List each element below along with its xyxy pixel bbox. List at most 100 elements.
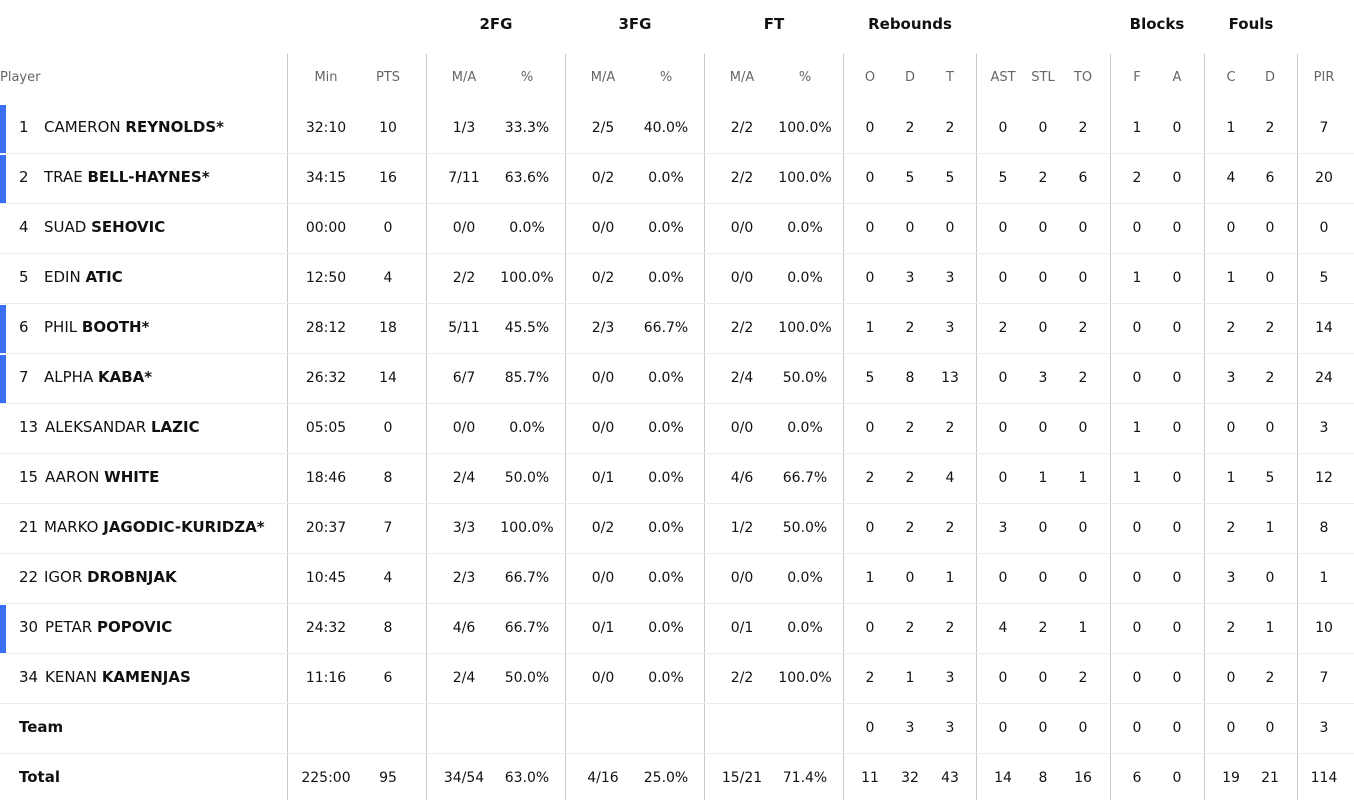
column-header-2fg-pct[interactable]: %: [520, 70, 534, 85]
stat-blk-a: 0: [1172, 720, 1182, 736]
column-divider: [287, 54, 288, 800]
player-row[interactable]: 4 SUAD SEHOVIC 00:00 0 0/0 0.0% 0/0 0.0% 0/0 0.0%…: [0, 204, 1354, 254]
stat-3fg-ma: 0/0: [591, 370, 615, 386]
stat-foul-c: 0: [1226, 720, 1236, 736]
column-header-ft-pct[interactable]: %: [798, 70, 812, 85]
stat-ast: 0: [998, 720, 1008, 736]
player-name[interactable]: IGOR DROBNJAK: [44, 568, 177, 586]
stat-blk-f: 1: [1132, 120, 1142, 136]
stat-blk-f: 0: [1132, 370, 1142, 386]
player-row[interactable]: 5 EDIN ATIC 12:50 4 2/2 100.0% 0/2 0.0% 0/0 0.0% 0…: [0, 254, 1354, 304]
stat-2fg-ma: [434, 720, 494, 738]
group-header-3fg: 3FG: [618, 15, 652, 33]
column-header-reb-o[interactable]: O: [864, 70, 876, 85]
column-header-2fg-ma[interactable]: M/A: [451, 70, 477, 85]
stat-reb-o: 5: [865, 370, 875, 386]
stat-ft-ma: 15/21: [721, 770, 763, 786]
column-header-pir[interactable]: PIR: [1313, 70, 1335, 85]
player-name[interactable]: ALEKSANDAR LAZIC: [45, 418, 200, 436]
stat-reb-t: 2: [945, 420, 955, 436]
column-header-pts[interactable]: PTS: [375, 70, 401, 85]
column-header-ft-ma[interactable]: M/A: [729, 70, 755, 85]
player-row[interactable]: 13 ALEKSANDAR LAZIC 05:05 0 0/0 0.0% 0/0 0.0% 0/…: [0, 404, 1354, 454]
stat-2fg-ma: 2/4: [452, 470, 476, 486]
column-header-stl[interactable]: STL: [1031, 70, 1055, 85]
stat-blk-a: 0: [1172, 320, 1182, 336]
player-row[interactable]: 34 KENAN KAMENJAS 11:16 6 2/4 50.0% 0/0 0.0% 2/2…: [0, 654, 1354, 704]
stat-reb-o: 0: [865, 620, 875, 636]
player-name[interactable]: PHIL BOOTH*: [44, 318, 149, 336]
column-header-ast[interactable]: AST: [990, 70, 1016, 85]
column-header-reb-d[interactable]: D: [904, 70, 915, 85]
stat-reb-d: 1: [905, 670, 915, 686]
stat-ft-ma: 0/0: [730, 420, 754, 436]
player-first-name: PHIL: [44, 318, 78, 336]
stat-min: 05:05: [305, 420, 347, 436]
player-first-name: SUAD: [44, 218, 87, 236]
stat-3fg-pct: 0.0%: [648, 670, 684, 686]
stat-3fg-pct: 0.0%: [648, 270, 684, 286]
stat-reb-t: 4: [945, 470, 955, 486]
stat-ft-pct: 0.0%: [787, 270, 823, 286]
stat-foul-d: 2: [1265, 320, 1275, 336]
stat-pir: 12: [1315, 470, 1333, 486]
player-name[interactable]: SUAD SEHOVIC: [44, 218, 165, 236]
column-header-to[interactable]: TO: [1073, 70, 1093, 85]
stat-reb-o: 0: [865, 520, 875, 536]
player-last-name: JAGODIC-KURIDZA*: [103, 518, 265, 536]
player-name[interactable]: MARKO JAGODIC-KURIDZA*: [44, 518, 265, 536]
column-header-3fg-ma[interactable]: M/A: [590, 70, 616, 85]
player-row[interactable]: 30 PETAR POPOVIC 24:32 8 4/6 66.7% 0/1 0.0% 0/1 0…: [0, 604, 1354, 654]
column-header-blk-f[interactable]: F: [1133, 70, 1141, 85]
player-name[interactable]: AARON WHITE: [45, 468, 159, 486]
column-divider: [565, 54, 566, 800]
stat-foul-d: 5: [1265, 470, 1275, 486]
starter-indicator: [0, 355, 6, 403]
column-header-blk-a[interactable]: A: [1172, 70, 1182, 85]
column-header-foul-c[interactable]: C: [1226, 70, 1236, 85]
stat-3fg-ma: [573, 720, 633, 738]
stat-foul-c: 3: [1226, 370, 1236, 386]
player-row[interactable]: 21 MARKO JAGODIC-KURIDZA* 20:37 7 3/3 100.0% 0…: [0, 504, 1354, 554]
stat-reb-d: 3: [905, 720, 915, 736]
column-header-reb-t[interactable]: T: [946, 70, 954, 85]
player-row[interactable]: 2 TRAE BELL-HAYNES* 34:15 16 7/11 63.6% 0/2 0.0…: [0, 154, 1354, 204]
stat-reb-d: 0: [905, 570, 915, 586]
stat-blk-a: 0: [1172, 770, 1182, 786]
player-name[interactable]: PETAR POPOVIC: [45, 618, 172, 636]
stat-reb-o: 0: [865, 120, 875, 136]
player-name[interactable]: ALPHA KABA*: [44, 368, 152, 386]
player-row[interactable]: 1 CAMERON REYNOLDS* 32:10 10 1/3 33.3% 2/5 40.0…: [0, 104, 1354, 154]
stat-2fg-ma: 2/3: [452, 570, 476, 586]
column-header-3fg-pct[interactable]: %: [659, 70, 673, 85]
stat-ast: 0: [998, 220, 1008, 236]
stat-foul-c: 19: [1222, 770, 1240, 786]
player-name[interactable]: TRAE BELL-HAYNES*: [44, 168, 210, 186]
total-row: Total 225:00 95 34/54 63.0% 4/16 25.0% 15/21 71.…: [0, 754, 1354, 804]
stat-3fg-ma: 0/2: [591, 270, 615, 286]
stat-pir: 8: [1319, 520, 1329, 536]
stat-foul-d: 2: [1265, 670, 1275, 686]
player-row[interactable]: 6 PHIL BOOTH* 28:12 18 5/11 45.5% 2/3 66.7% 2/2 1…: [0, 304, 1354, 354]
player-name[interactable]: EDIN ATIC: [44, 268, 123, 286]
stat-pts: 14: [379, 370, 397, 386]
player-name[interactable]: CAMERON REYNOLDS*: [44, 118, 224, 136]
player-row[interactable]: 15 AARON WHITE 18:46 8 2/4 50.0% 0/1 0.0% 4/6 66.…: [0, 454, 1354, 504]
stat-reb-d: 2: [905, 320, 915, 336]
player-first-name: CAMERON: [44, 118, 121, 136]
player-row[interactable]: 7 ALPHA KABA* 26:32 14 6/7 85.7% 0/0 0.0% 2/4 50.…: [0, 354, 1354, 404]
player-name[interactable]: KENAN KAMENJAS: [45, 668, 191, 686]
stat-min: 20:37: [305, 520, 347, 536]
stat-ft-pct: [775, 720, 835, 738]
stat-to: 1: [1078, 470, 1088, 486]
stat-2fg-pct: 100.0%: [500, 520, 554, 536]
player-number: 7: [19, 368, 29, 386]
stat-ft-pct: 50.0%: [782, 520, 828, 536]
player-row[interactable]: 22 IGOR DROBNJAK 10:45 4 2/3 66.7% 0/0 0.0% 0/0 0…: [0, 554, 1354, 604]
player-last-name: WHITE: [104, 468, 160, 486]
column-header-foul-d[interactable]: D: [1264, 70, 1275, 85]
column-header-player[interactable]: Player: [0, 70, 41, 85]
stat-pts: 4: [383, 270, 393, 286]
column-header-min[interactable]: Min: [314, 70, 338, 85]
stat-stl: 0: [1038, 270, 1048, 286]
